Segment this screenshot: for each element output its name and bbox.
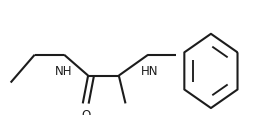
Text: NH: NH xyxy=(55,65,73,78)
Text: O: O xyxy=(81,108,91,115)
Text: HN: HN xyxy=(141,65,158,78)
